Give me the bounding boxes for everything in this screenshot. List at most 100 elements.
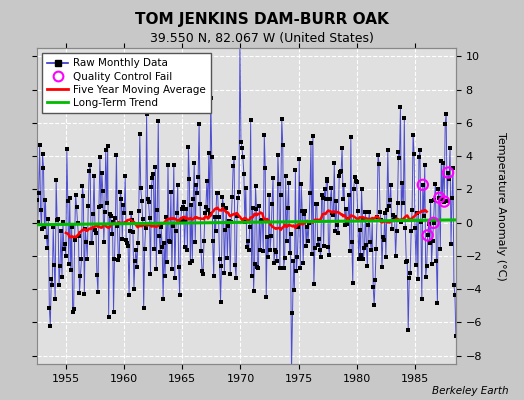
Point <box>188 258 196 264</box>
Point <box>308 251 316 257</box>
Point <box>272 258 281 264</box>
Point <box>412 261 420 268</box>
Point <box>118 236 126 242</box>
Point <box>258 217 267 223</box>
Point <box>228 194 236 200</box>
Point <box>97 203 105 209</box>
Point <box>430 196 439 203</box>
Point <box>212 228 220 234</box>
Point <box>280 255 289 261</box>
Point <box>187 202 195 208</box>
Point <box>206 95 215 101</box>
Point <box>293 254 301 260</box>
Point <box>178 206 186 212</box>
Point <box>34 219 42 225</box>
Point <box>50 262 58 268</box>
Point <box>281 173 290 180</box>
Point <box>64 260 73 267</box>
Point <box>81 226 90 233</box>
Point <box>423 232 432 238</box>
Point <box>103 199 111 206</box>
Point <box>425 240 434 246</box>
Point <box>429 220 438 226</box>
Point <box>85 168 93 174</box>
Point <box>221 227 230 233</box>
Point <box>305 220 313 226</box>
Point <box>444 169 452 176</box>
Point <box>186 260 194 266</box>
Point <box>364 222 373 228</box>
Point <box>166 239 174 246</box>
Point <box>321 196 330 202</box>
Point <box>302 243 310 249</box>
Point <box>369 284 377 290</box>
Point <box>297 181 305 187</box>
Point <box>404 326 412 333</box>
Point <box>373 214 381 220</box>
Point <box>200 238 208 245</box>
Point <box>153 207 161 214</box>
Point <box>121 173 129 179</box>
Point <box>103 143 112 150</box>
Point <box>176 292 184 298</box>
Point <box>71 192 80 198</box>
Point <box>128 216 136 223</box>
Point <box>52 176 60 183</box>
Point <box>247 272 256 279</box>
Point <box>451 291 459 298</box>
Point <box>199 270 207 277</box>
Point <box>80 291 89 297</box>
Point <box>420 213 428 220</box>
Point <box>388 211 397 218</box>
Point <box>224 223 233 230</box>
Point <box>152 266 160 272</box>
Point <box>291 166 300 173</box>
Point <box>230 155 238 162</box>
Point <box>223 255 232 261</box>
Point <box>339 196 347 203</box>
Point <box>156 249 165 256</box>
Point <box>277 192 285 198</box>
Point <box>440 198 449 205</box>
Point <box>379 234 387 240</box>
Point <box>144 195 152 202</box>
Point <box>216 298 225 305</box>
Point <box>253 264 261 270</box>
Point <box>127 210 135 217</box>
Point <box>394 200 402 206</box>
Point <box>208 154 216 160</box>
Point <box>439 159 447 166</box>
Point <box>70 236 79 243</box>
Point <box>252 183 260 190</box>
Point <box>343 221 351 228</box>
Text: 39.550 N, 82.067 W (United States): 39.550 N, 82.067 W (United States) <box>150 32 374 45</box>
Point <box>353 179 361 185</box>
Point <box>73 220 82 226</box>
Point <box>389 216 398 223</box>
Point <box>345 192 353 198</box>
Point <box>394 148 402 155</box>
Point <box>144 199 152 205</box>
Point <box>407 228 416 234</box>
Point <box>241 219 249 225</box>
Point <box>108 219 117 225</box>
Point <box>270 260 278 266</box>
Point <box>114 257 123 263</box>
Point <box>94 289 102 296</box>
Point <box>215 256 224 262</box>
Point <box>285 180 293 187</box>
Point <box>60 246 68 253</box>
Point <box>150 246 159 252</box>
Point <box>237 139 245 146</box>
Point <box>370 302 378 308</box>
Point <box>384 147 392 153</box>
Point <box>309 133 317 140</box>
Point <box>40 224 49 230</box>
Point <box>171 228 180 234</box>
Point <box>198 268 206 274</box>
Point <box>423 232 432 238</box>
Point <box>158 243 166 250</box>
Point <box>441 120 450 127</box>
Point <box>154 117 162 124</box>
Point <box>413 210 421 216</box>
